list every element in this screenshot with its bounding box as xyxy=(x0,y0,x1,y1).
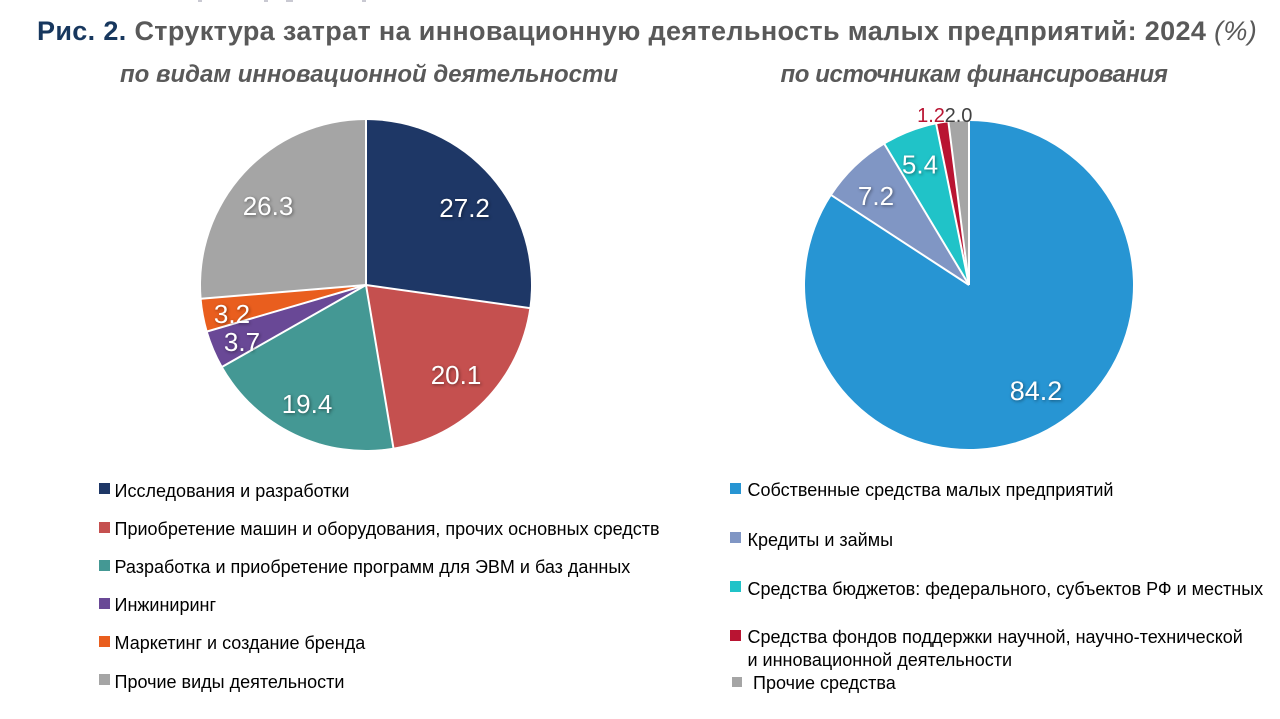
svg-text:20.1: 20.1 xyxy=(431,360,482,390)
svg-text:3.2: 3.2 xyxy=(214,299,250,329)
svg-text:26.3: 26.3 xyxy=(243,191,294,221)
svg-text:2.0: 2.0 xyxy=(945,105,973,127)
svg-text:3.7: 3.7 xyxy=(224,327,260,357)
svg-text:7.2: 7.2 xyxy=(858,181,894,211)
svg-text:1.2: 1.2 xyxy=(917,105,945,127)
svg-text:5.4: 5.4 xyxy=(902,150,938,180)
svg-text:19.4: 19.4 xyxy=(282,389,333,419)
svg-text:27.2: 27.2 xyxy=(439,193,490,223)
svg-text:84.2: 84.2 xyxy=(1010,376,1063,406)
